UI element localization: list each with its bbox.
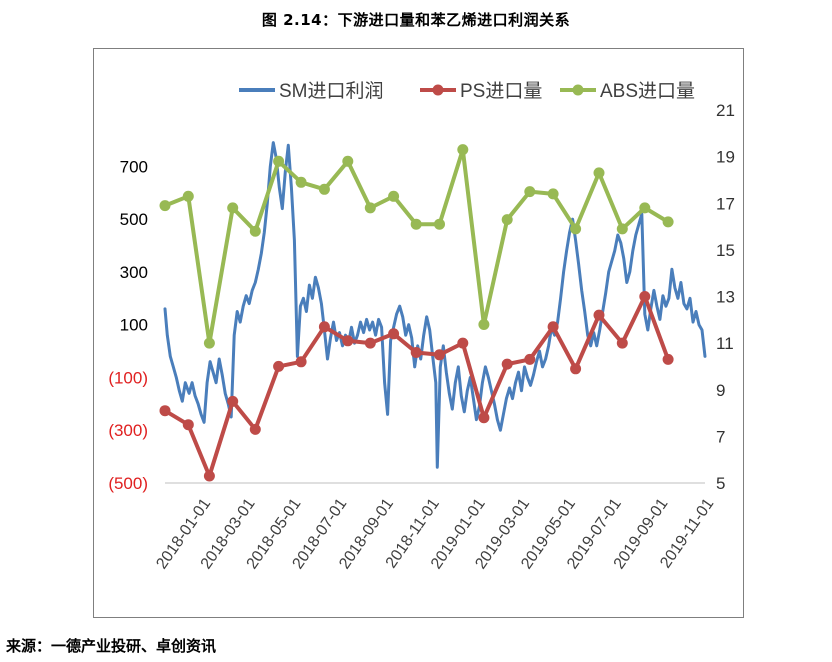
- series-point: [203, 337, 215, 349]
- series-point: [434, 349, 445, 361]
- y-axis-right: 5 7 9 11 13 15 17 19 21: [716, 101, 735, 493]
- y-right-tick-label: 21: [716, 101, 735, 120]
- series-point: [547, 321, 559, 333]
- series-point: [478, 319, 490, 330]
- series-point: [593, 167, 605, 179]
- figure-caption: 图 2.14：下游进口量和苯乙烯进口利润关系: [261, 11, 571, 29]
- y-right-tick-label: 15: [716, 241, 735, 260]
- series-point: [342, 335, 354, 347]
- series-point: [249, 423, 261, 435]
- series-point: [388, 190, 400, 202]
- series-point: [457, 144, 469, 156]
- legend-label: SM进口利润: [279, 80, 384, 102]
- y-left-tick-label: (100): [108, 368, 148, 387]
- chart-frame: [93, 48, 744, 618]
- series-point: [159, 200, 171, 212]
- y-left-tick-label: (500): [108, 474, 148, 493]
- series-point: [524, 186, 536, 198]
- series-point: [570, 363, 582, 375]
- y-right-tick-label: 13: [716, 288, 735, 307]
- series-point: [182, 190, 194, 202]
- legend-label: PS进口量: [460, 80, 542, 102]
- y-right-tick-label: 19: [716, 148, 735, 167]
- source-note: 来源：一德产业投研、卓创资讯: [6, 637, 217, 655]
- series-point: [318, 183, 330, 195]
- y-right-tick-label: 11: [716, 334, 734, 353]
- series-point: [410, 218, 422, 230]
- legend-marker: [432, 84, 444, 96]
- y-left-tick-label: 300: [120, 263, 148, 282]
- series-point: [616, 223, 628, 235]
- legend-label: ABS进口量: [600, 80, 695, 102]
- y-left-tick-label: 100: [120, 316, 148, 335]
- series-point: [203, 470, 215, 482]
- series-point: [639, 291, 651, 302]
- series-point: [227, 395, 239, 407]
- series-point: [249, 225, 261, 237]
- y-axis-left: (500) (300) (100) 100 300 500 700: [108, 157, 148, 493]
- series-point: [478, 412, 490, 424]
- series-point: [616, 337, 628, 349]
- series-point: [410, 347, 422, 358]
- x-axis: 2018-01-012018-03-012018-05-012018-07-01…: [153, 495, 717, 572]
- series-point: [364, 202, 376, 214]
- series-point: [524, 353, 536, 365]
- chart-legend: SM进口利润 PS进口量 ABS进口量: [239, 80, 695, 102]
- y-right-tick-label: 17: [716, 194, 735, 213]
- series-point: [570, 223, 582, 235]
- series-point: [182, 419, 194, 431]
- series-line: [163, 141, 707, 469]
- y-left-tick-label: (300): [108, 421, 148, 440]
- series-point: [295, 176, 307, 188]
- series-point: [501, 358, 513, 370]
- y-right-tick-label: 5: [716, 474, 725, 493]
- series-point: [159, 405, 171, 417]
- series-point: [457, 337, 469, 349]
- series-point: [547, 188, 559, 200]
- series-point: [273, 360, 285, 372]
- series-point: [364, 337, 376, 349]
- y-left-tick-label: 700: [120, 157, 148, 176]
- series-point: [593, 309, 605, 321]
- y-right-tick-label: 9: [716, 381, 725, 400]
- series-point: [388, 328, 400, 340]
- y-left-tick-label: 500: [120, 210, 148, 229]
- plot-area: [159, 141, 707, 482]
- y-right-tick-label: 7: [716, 427, 725, 446]
- legend-marker: [572, 84, 584, 96]
- series-point: [318, 321, 330, 333]
- series-point: [434, 218, 445, 230]
- series-point: [273, 155, 285, 167]
- series-point: [295, 356, 307, 368]
- series-point: [227, 202, 239, 214]
- series-point: [342, 155, 354, 167]
- series-point: [639, 202, 651, 214]
- series-point: [662, 353, 674, 365]
- series-point: [662, 216, 674, 228]
- series-point: [501, 214, 513, 226]
